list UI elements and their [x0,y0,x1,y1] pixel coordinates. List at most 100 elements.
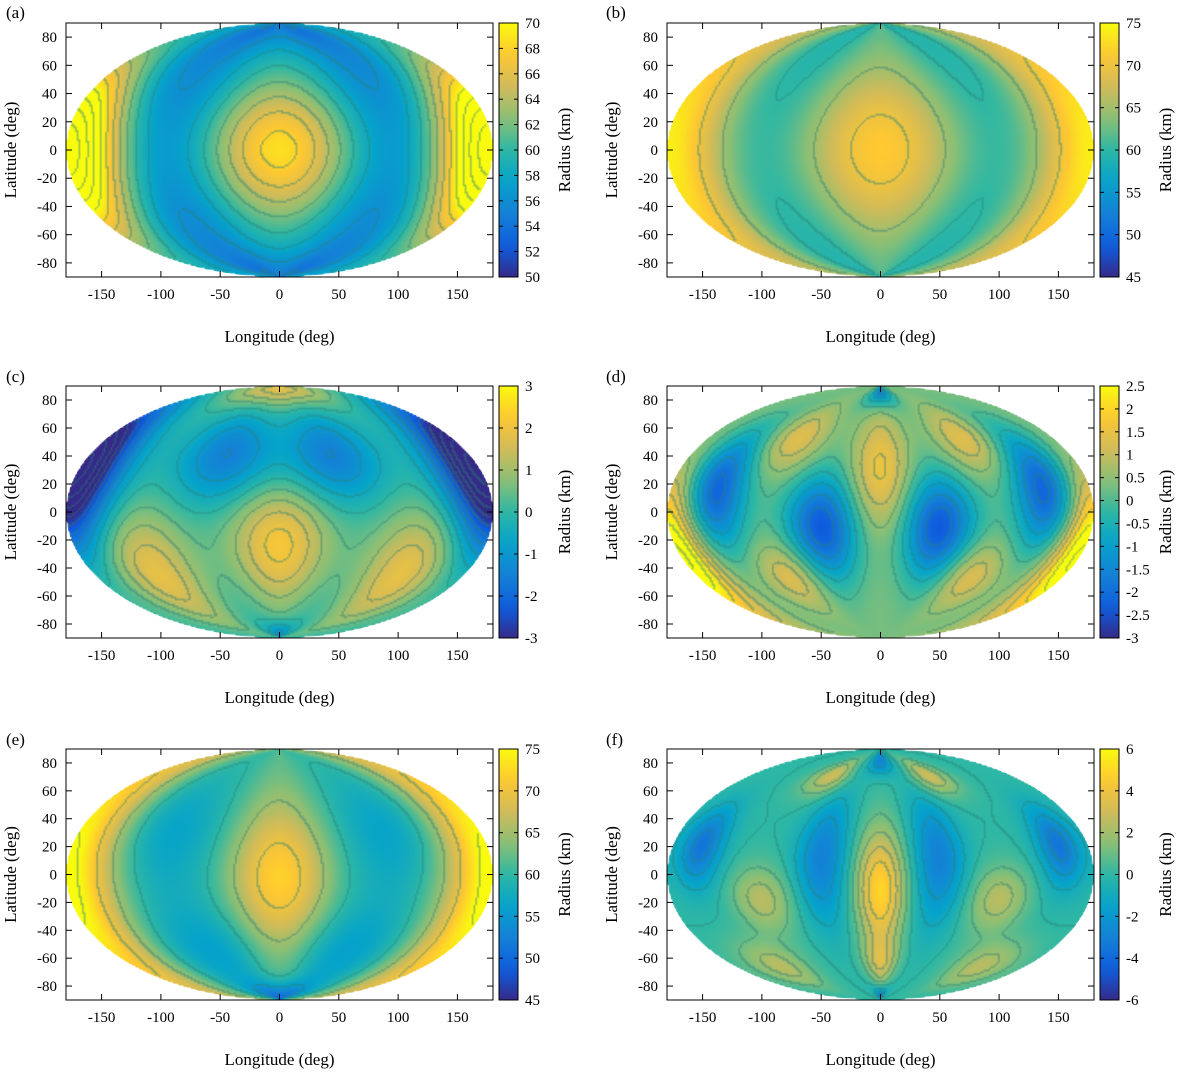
x-tick-label: 0 [877,287,885,303]
y-tick-label: 0 [50,868,58,884]
colorbar-tick-label: 2.5 [1126,379,1145,395]
colorbar-tick-label: 66 [525,67,541,83]
panel-1: (b) -150 -100 -50 0 50 100 150 -80 -60 -40 -20 0 20 40… [602,3,1175,346]
panel-label: (f) [606,730,623,749]
y-tick-label: 80 [42,30,57,46]
y-axis-label: Latitude (deg) [1,826,20,923]
y-tick-label: 60 [42,421,57,437]
colorbar-tick-label: 0 [1126,494,1134,510]
colorbar-tick-label: 50 [525,951,540,967]
y-tick-label: -60 [37,951,57,967]
colorbar-tick-label: 52 [525,245,540,261]
panel-label: (e) [6,730,25,749]
y-tick-label: -60 [37,228,57,244]
y-tick-label: -80 [37,617,57,633]
y-tick-label: -20 [638,171,658,187]
y-tick-label: -80 [37,979,57,995]
y-tick-label: 60 [42,58,57,74]
x-tick-label: 50 [331,1010,346,1026]
colorbar-tick-label: 56 [525,194,541,210]
heatmap-image [667,23,1094,277]
y-axis-label: Latitude (deg) [1,464,20,561]
y-tick-label: 0 [50,505,58,521]
colorbar-tick-label: 4 [1126,784,1134,800]
y-tick-label: -60 [638,228,658,244]
panel-3: (d)-150 -100 -50 0 50 100 150-80-60-40-2002040… [602,367,1175,707]
colorbar-tick-label: 60 [525,143,540,159]
colorbar-tick-label: 1 [1126,448,1134,464]
x-tick-label: 100 [387,1010,410,1026]
y-tick-label: 80 [643,756,658,772]
panel-label: (c) [6,367,25,386]
x-tick-label: -150 [88,648,116,664]
x-tick-label: 100 [387,287,410,303]
colorbar-tick-label: 54 [525,219,541,235]
x-tick-label: 50 [932,1010,947,1026]
y-tick-label: -60 [37,589,57,605]
x-tick-label: 150 [1047,648,1070,664]
panel-2: (c)-150 -100 -50 0 50 100 150-80-60-40-2002040… [1,367,574,707]
colorbar-tick-label: 65 [525,826,540,842]
panel-4: (e) -150 -100 -50 0 50 100 150 -80 -60 -40 -20 0 20 40… [1,730,574,1069]
colorbar-tick-label: -3 [525,631,538,647]
y-tick-label: -80 [638,617,658,633]
y-tick-label: -80 [37,256,57,272]
x-tick-label: -100 [748,287,776,303]
x-axis-label: Longitude (deg) [225,688,335,707]
colorbar-tick-label: 1.5 [1126,425,1145,441]
colorbar-tick-label: -2 [525,589,538,605]
colorbar-tick-label: -2.5 [1126,608,1150,624]
heatmap-image [66,386,493,638]
y-tick-label: 60 [643,784,658,800]
y-tick-label: -20 [37,171,57,187]
x-tick-label: 150 [446,1010,469,1026]
colorbar-label: Radius (km) [555,832,574,917]
x-tick-label: 0 [276,1010,284,1026]
y-tick-label: 20 [42,477,57,493]
y-tick-label: -40 [638,923,658,939]
heatmap-image [667,749,1094,1000]
y-tick-label: 20 [643,840,658,856]
y-tick-label: 40 [643,449,658,465]
x-axis-label: Longitude (deg) [826,327,936,346]
colorbar-tick-label: 58 [525,168,540,184]
colorbar-tick-label: 55 [1126,185,1141,201]
x-tick-label: 100 [988,287,1011,303]
y-tick-label: 60 [643,58,658,74]
y-tick-label: 40 [643,87,658,103]
y-tick-label: 0 [651,143,659,159]
x-axis-label: Longitude (deg) [225,1050,335,1069]
colorbar-label: Radius (km) [1156,832,1175,917]
x-tick-label: -150 [689,1010,717,1026]
y-tick-label: 80 [42,393,57,409]
y-tick-label: 40 [42,812,57,828]
colorbar-tick-label: 1 [525,463,533,479]
y-axis-label: Latitude (deg) [602,826,621,923]
x-tick-label: -50 [811,287,831,303]
colorbar-tick-label: 3 [525,379,533,395]
colorbar-tick-label: 2 [1126,402,1134,418]
y-tick-label: 40 [42,449,57,465]
panel-0: (a) -150 -100 -50 0 50 100 150 -80 -60 -40 -20 0 20 40… [1,3,574,346]
colorbar-tick-label: 55 [525,909,540,925]
colorbar-tick-label: 60 [1126,143,1141,159]
x-tick-label: 0 [276,648,284,664]
colorbar-tick-label: 70 [525,16,540,32]
x-tick-label: 50 [331,287,346,303]
x-tick-label: -150 [689,648,717,664]
colorbar-tick-label: -0.5 [1126,516,1150,532]
colorbar-tick-label: -6 [1126,993,1139,1009]
x-tick-label: 100 [387,648,410,664]
colorbar-tick-label: -1 [525,547,538,563]
y-tick-label: -40 [37,561,57,577]
y-tick-label: -60 [638,589,658,605]
colorbar-tick-label: 0.5 [1126,471,1145,487]
x-tick-label: -100 [147,648,175,664]
x-tick-label: 50 [932,287,947,303]
x-tick-label: 0 [877,648,885,664]
colorbar-label: Radius (km) [555,108,574,193]
y-tick-label: 40 [643,812,658,828]
panel-label: (a) [6,3,25,22]
y-tick-label: -20 [37,533,57,549]
